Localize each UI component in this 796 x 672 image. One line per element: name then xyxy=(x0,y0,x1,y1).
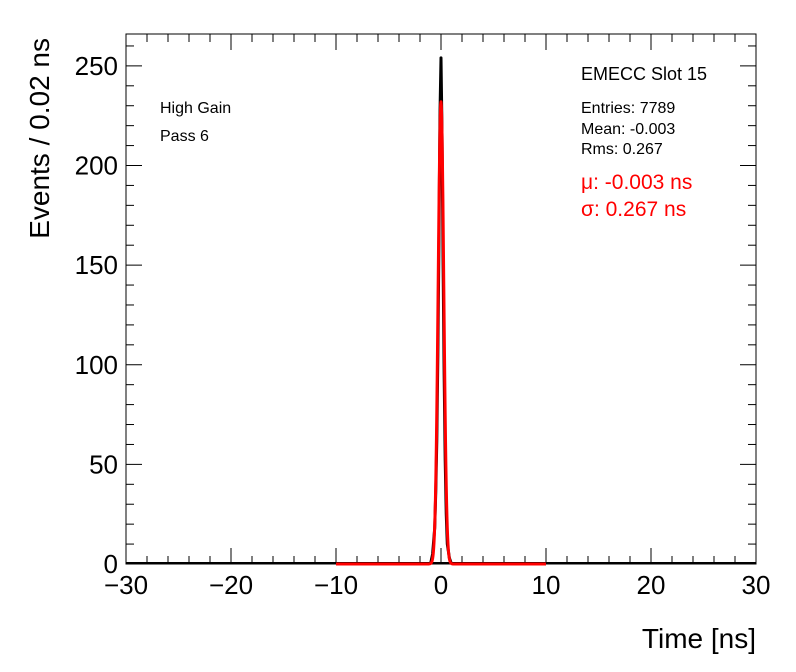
stats-entries: Entries: 7789 xyxy=(581,100,675,117)
stats-rms: Rms: 0.267 xyxy=(581,141,663,158)
y-tick-label: 200 xyxy=(75,151,118,181)
y-tick-label: 0 xyxy=(104,549,118,579)
y-tick-label: 100 xyxy=(75,350,118,380)
fit-sigma: σ: 0.267 ns xyxy=(581,198,686,221)
x-tick-label: 10 xyxy=(532,570,561,600)
x-tick-label: −10 xyxy=(314,570,358,600)
plot-layer: −30 −20 −10 0 10 20 30 0 50 100 150 200 250 xyxy=(75,33,771,600)
x-tick-label: −20 xyxy=(209,570,253,600)
gaussian-fit-curve xyxy=(334,100,548,566)
annotation-title: EMECC Slot 15 xyxy=(581,64,707,84)
x-tick-label: −30 xyxy=(104,570,148,600)
annotation-pass: Pass 6 xyxy=(160,128,209,145)
y-tick-label: 150 xyxy=(75,250,118,280)
y-tick-label: 50 xyxy=(89,449,118,479)
x-tick-label: 0 xyxy=(434,570,448,600)
x-tick-label: 20 xyxy=(637,570,666,600)
y-tick-label: 250 xyxy=(75,51,118,81)
annotation-high-gain: High Gain xyxy=(160,100,231,117)
fit-mu: μ: -0.003 ns xyxy=(581,171,692,194)
y-axis-label: Events / 0.02 ns xyxy=(24,38,55,239)
x-tick-label: 30 xyxy=(742,570,771,600)
stats-mean: Mean: -0.003 xyxy=(581,121,675,138)
x-axis-label: Time [ns] xyxy=(642,623,756,654)
